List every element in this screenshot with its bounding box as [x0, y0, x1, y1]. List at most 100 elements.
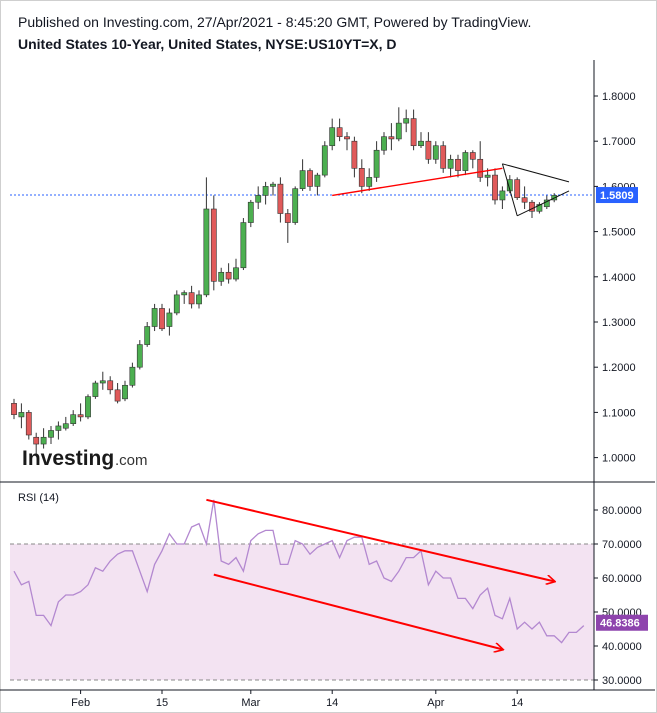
candle-up [18, 412, 25, 418]
triangle-lower-line [516, 190, 570, 217]
time-tick-label: 15 [156, 697, 168, 709]
candle-up [70, 414, 77, 425]
rsi-tick-label: 60.0000 [602, 573, 642, 585]
candle-down [469, 152, 476, 160]
candle-down [277, 183, 284, 214]
candle-up [99, 380, 106, 384]
last-price-tag [596, 187, 638, 204]
rsi-value-tag [596, 614, 648, 631]
price-tick-label: 1.7000 [602, 136, 636, 148]
candle-down [529, 201, 535, 212]
candle-up [321, 145, 328, 176]
candle-down [514, 179, 521, 198]
candle-up [329, 127, 336, 147]
candle-up [166, 312, 173, 327]
candle-down [77, 414, 84, 418]
instrument-title: United States 10-Year, United States, NY… [18, 36, 397, 52]
candle-up [136, 344, 143, 368]
rsi-upper-trend-arrow [206, 498, 554, 582]
candle-down [358, 168, 365, 187]
triangle-left-edge [501, 163, 518, 216]
rsi-pane-title: RSI (14) [18, 492, 59, 504]
candle-up [395, 122, 402, 140]
candle-up [381, 136, 387, 151]
rsi-tick-label: 70.0000 [602, 539, 642, 551]
candle-up [484, 174, 491, 178]
candle-down [33, 436, 40, 445]
candle-down [440, 145, 447, 169]
candle-down [336, 127, 343, 137]
candle-up [247, 201, 254, 223]
candle-down [410, 118, 417, 147]
candle-down [344, 136, 350, 140]
rsi-line [13, 499, 585, 644]
candle-up [85, 396, 91, 418]
candle-down [307, 170, 313, 187]
candle-up [92, 382, 99, 397]
candle-up [218, 271, 225, 282]
candle-down [521, 197, 528, 203]
candle-up [432, 145, 439, 160]
candle-up [366, 177, 373, 187]
watermark-suffix: .com [115, 452, 148, 469]
candle-down [492, 174, 498, 201]
candle-down [455, 158, 461, 171]
price-tick-label: 1.8000 [602, 91, 636, 103]
candle-up [262, 186, 269, 196]
rsi-value-label: 46.8386 [600, 618, 640, 630]
publish-caption: Published on Investing.com, 27/Apr/2021 … [18, 14, 532, 30]
candle-up [462, 152, 469, 171]
candle-up [255, 195, 262, 203]
candle-down [107, 380, 114, 391]
candle-up [55, 425, 62, 431]
rsi-band [10, 544, 594, 680]
candle-up [299, 170, 306, 189]
candle-up [173, 294, 180, 314]
candle-up [418, 140, 424, 147]
candle-down [225, 271, 232, 280]
price-tick-label: 1.2000 [602, 362, 636, 374]
candle-up [181, 292, 188, 296]
price-tick-label: 1.3000 [602, 317, 636, 329]
candle-down [114, 389, 121, 402]
rsi-tick-label: 30.0000 [602, 675, 642, 687]
candle-up [314, 174, 321, 187]
candle-up [270, 183, 276, 187]
price-tick-label: 1.5000 [602, 227, 636, 239]
candle-up [129, 366, 136, 386]
time-tick-label: 14 [511, 697, 523, 709]
candle-down [159, 308, 165, 330]
support-trendline [332, 167, 503, 197]
watermark-brand: Investing [22, 447, 114, 470]
rsi-tick-label: 80.0000 [602, 505, 642, 517]
candle-down [210, 208, 217, 282]
candle-up [292, 188, 299, 223]
candle-down [11, 403, 17, 415]
candle-down [477, 158, 484, 178]
candle-up [447, 158, 454, 169]
time-tick-label: Feb [71, 697, 90, 709]
candle-down [188, 292, 195, 305]
candle-up [62, 423, 69, 429]
candle-down [425, 140, 432, 160]
candle-up [233, 267, 239, 280]
candle-up [196, 294, 202, 305]
candle-up [373, 149, 380, 178]
time-tick-label: Apr [427, 697, 444, 709]
price-tick-label: 1.0000 [602, 453, 636, 465]
time-tick-label: Mar [241, 697, 260, 709]
candle-down [388, 136, 395, 140]
triangle-upper-line [502, 163, 570, 183]
candle-up [536, 204, 543, 212]
candle-up [144, 326, 151, 345]
candle-up [40, 436, 47, 445]
candle-up [240, 222, 247, 269]
candle-up [122, 384, 128, 400]
candle-down [284, 213, 291, 223]
candle-down [25, 412, 32, 436]
last-price-label: 1.5809 [600, 190, 634, 202]
price-tick-label: 1.1000 [602, 407, 636, 419]
candle-up [499, 190, 506, 201]
price-tick-label: 1.4000 [602, 272, 636, 284]
